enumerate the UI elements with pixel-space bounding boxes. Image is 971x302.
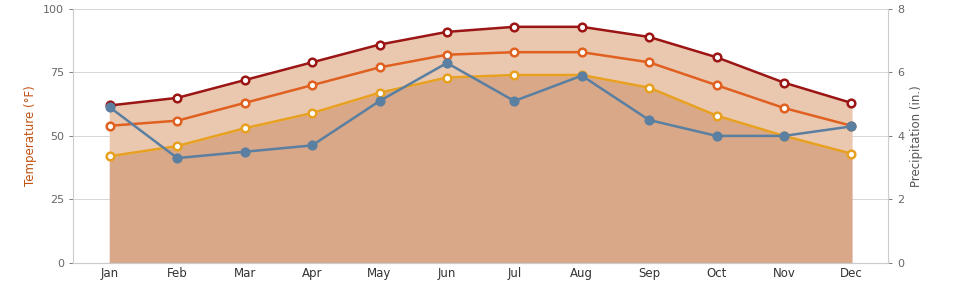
Y-axis label: Temperature (°F): Temperature (°F): [24, 85, 37, 186]
Y-axis label: Precipitation (in.): Precipitation (in.): [910, 85, 923, 187]
